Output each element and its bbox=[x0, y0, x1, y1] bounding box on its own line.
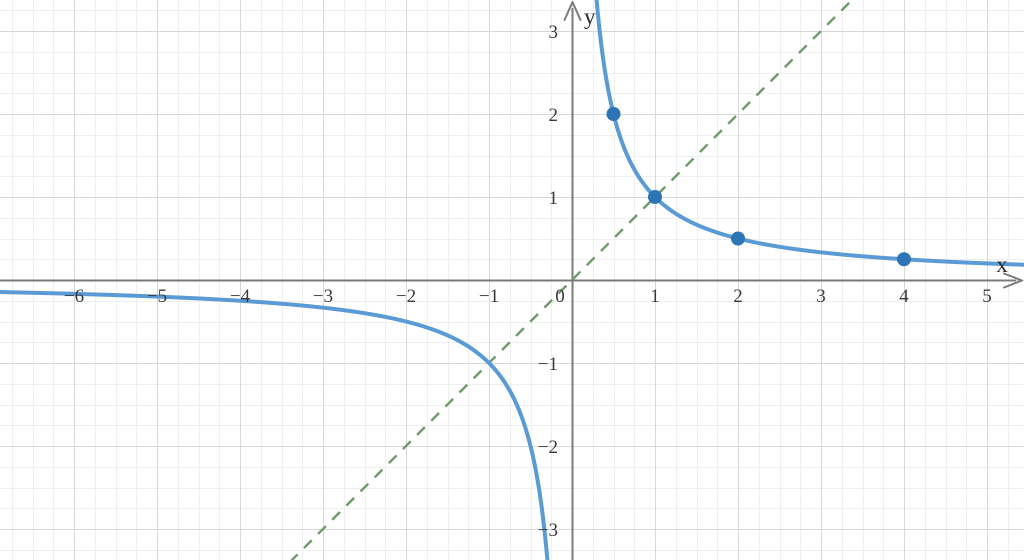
x-tick-label: −3 bbox=[313, 286, 333, 307]
data-point bbox=[606, 107, 621, 121]
x-axis-arrowhead bbox=[1003, 272, 1023, 289]
data-point bbox=[897, 252, 911, 267]
plotted-points-group bbox=[606, 107, 911, 267]
x-tick-label: 4 bbox=[899, 286, 909, 307]
x-tick-label: 2 bbox=[733, 286, 743, 307]
y-tick-label: −2 bbox=[538, 437, 558, 458]
data-point bbox=[648, 190, 662, 204]
y-tick-label: 2 bbox=[549, 105, 559, 126]
y-tick-label: 3 bbox=[549, 22, 559, 43]
x-tick-label: −1 bbox=[479, 286, 499, 307]
x-tick-label: 5 bbox=[982, 286, 992, 307]
origin-label: 0 bbox=[555, 286, 565, 307]
hyperbola-branch-positive bbox=[594, 0, 1024, 267]
y-tick-label: 1 bbox=[549, 188, 559, 209]
axis-name-labels: xy bbox=[584, 4, 1008, 277]
tick-labels-group: −6 −5 −4 −3 −2 −1 1 2 3 4 5 3 2 1 −1 −2 −3 0 bbox=[64, 22, 992, 541]
hyperbola-branch-negative bbox=[0, 290, 550, 560]
identity-line-y-equals-x bbox=[290, 0, 854, 560]
y-tick-label: −1 bbox=[538, 354, 558, 375]
x-tick-label: 1 bbox=[650, 286, 660, 307]
x-tick-label: −5 bbox=[147, 286, 167, 307]
x-tick-label: 3 bbox=[816, 286, 826, 307]
y-axis-label: y bbox=[584, 4, 596, 29]
data-point bbox=[731, 231, 745, 246]
dashed-line-y-equals-x bbox=[290, 0, 854, 560]
y-axis-arrowhead bbox=[563, 1, 582, 21]
x-axis-label: x bbox=[996, 252, 1008, 277]
x-tick-label: −2 bbox=[396, 286, 416, 307]
x-tick-label: −6 bbox=[64, 286, 84, 307]
y-tick-label: −3 bbox=[538, 520, 558, 541]
x-tick-label: −4 bbox=[230, 286, 251, 307]
